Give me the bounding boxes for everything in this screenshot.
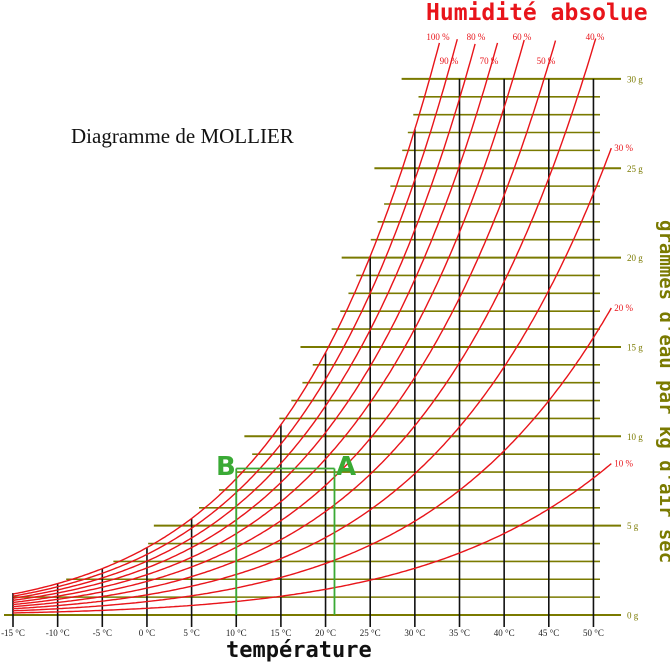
- x-tick-label: -15 °C: [1, 628, 25, 638]
- y-tick-label: 25 g: [627, 164, 643, 174]
- rh-curve: [12, 147, 612, 610]
- diagram-title: Diagramme de MOLLIER: [71, 124, 294, 148]
- rh-curve: [12, 40, 557, 606]
- rh-curve-label: 40 %: [586, 32, 605, 42]
- rh-curve: [12, 42, 499, 602]
- x-axis-title: température: [226, 638, 372, 663]
- x-tick-label: 50 °C: [583, 628, 604, 638]
- y-axis-title: grammes d'eau par kg d'air sec: [655, 220, 670, 564]
- rh-curve-label: 50 %: [537, 56, 556, 66]
- x-tick-label: -10 °C: [46, 628, 70, 638]
- x-tick-label: 45 °C: [538, 628, 559, 638]
- rh-curve: [13, 463, 612, 614]
- rh-curve-label: 10 %: [614, 459, 633, 469]
- rh-curve: [12, 42, 441, 595]
- y-tick-label: 30 g: [627, 74, 643, 84]
- rh-curve: [12, 307, 612, 612]
- header-title: Humidité absolue: [426, 0, 648, 26]
- point-a-label: A: [336, 452, 357, 482]
- y-tick-label: 0 g: [627, 611, 639, 621]
- y-tick-label: 10 g: [627, 432, 643, 442]
- rh-curve-label: 80 %: [467, 32, 486, 42]
- rh-curve-label: 30 %: [614, 143, 633, 153]
- x-tick-label: 35 °C: [449, 628, 470, 638]
- rh-curve-label: 60 %: [513, 32, 532, 42]
- rh-curve-label: 70 %: [480, 56, 499, 66]
- x-tick-label: 40 °C: [494, 628, 515, 638]
- x-tick-label: 5 °C: [183, 628, 199, 638]
- x-tick-label: -5 °C: [93, 628, 112, 638]
- y-tick-label: 5 g: [627, 521, 639, 531]
- point-b-label: B: [216, 452, 236, 482]
- x-tick-label: 25 °C: [360, 628, 381, 638]
- rh-curve: [12, 38, 597, 608]
- x-tick-label: 0 °C: [139, 628, 155, 638]
- rh-curve: [12, 39, 458, 597]
- x-tick-label: 10 °C: [226, 628, 247, 638]
- x-tick-label: 20 °C: [315, 628, 336, 638]
- rh-curve-label: 20 %: [614, 303, 633, 313]
- rh-curve-label: 90 %: [440, 56, 459, 66]
- y-tick-label: 15 g: [627, 342, 643, 352]
- rh-curve-label: 100 %: [426, 32, 450, 42]
- rh-curve: [12, 39, 525, 604]
- x-tick-label: 30 °C: [404, 628, 425, 638]
- rh-curve: [12, 43, 476, 599]
- x-tick-label: 15 °C: [270, 628, 291, 638]
- y-tick-label: 20 g: [627, 253, 643, 263]
